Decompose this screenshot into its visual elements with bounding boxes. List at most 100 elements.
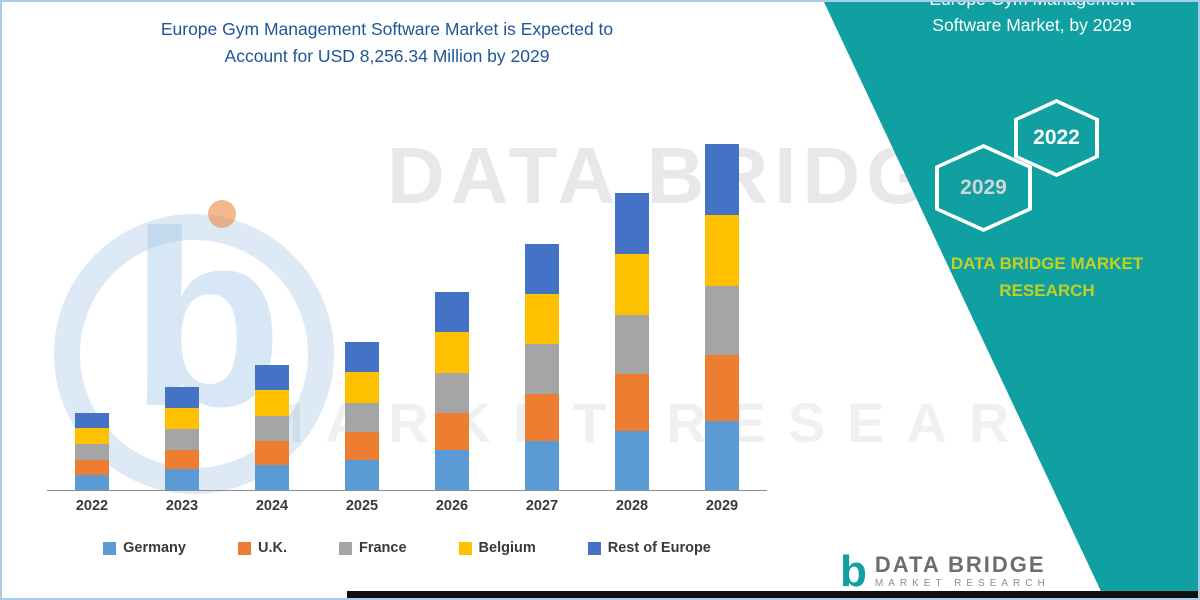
hexagon-2022-label: 2022 [1018,103,1095,173]
footer-logo-icon: b [840,547,867,596]
bar-column-2025 [317,130,407,490]
segment-belgium-2024 [255,390,289,416]
segment-u-k-2022 [75,459,109,475]
segment-belgium-2023 [165,407,199,429]
segment-france-2023 [165,428,199,450]
legend-item-u-k: U.K. [237,540,287,556]
footer-logo-name: DATA BRIDGE [874,552,1046,577]
stacked-bar-2023 [165,386,199,490]
legend-item-germany: Germany [103,540,186,556]
legend-label-rest-of-europe: Rest of Europe [607,540,711,556]
chart-title: Europe Gym Management Software Market is… [42,16,732,70]
segment-germany-2023 [165,469,199,490]
segment-belgium-2025 [345,372,379,403]
watermark-text-top: DATA BRIDGE [387,131,994,220]
banner-heading: Europe Gym Management Software Market, b… [882,2,1182,39]
segment-rest-of-europe-2028 [615,193,649,255]
x-tick-2029: 2029 [705,498,739,514]
stacked-bar-2022 [75,412,109,490]
stacked-bar-2028 [615,193,649,490]
legend-item-france: France [338,540,407,556]
chart-title-line2: Account for USD 8,256.34 Million by 2029 [224,46,550,67]
legend-swatch-france [338,541,352,555]
segment-rest-of-europe-2027 [525,243,559,294]
hexagon-2029-outline: 2029 [935,144,1032,232]
segment-rest-of-europe-2023 [165,386,199,408]
legend-swatch-rest-of-europe [587,541,601,555]
footer-logo: b DATA BRIDGE MARKET RESEARCH [840,547,1050,596]
brand-text-line2: RESEARCH [999,281,1095,301]
segment-u-k-2027 [525,393,559,441]
chart-legend: Germany U.K. France Belgium Rest of Europe [47,540,767,556]
bar-column-2027 [497,130,587,490]
segment-rest-of-europe-2029 [705,144,739,216]
stacked-bar-2025 [345,342,379,490]
hexagon-2022-outline: 2022 [1014,99,1099,177]
brand-text: DATA BRIDGE MARKET RESEARCH [927,250,1167,304]
segment-u-k-2026 [435,412,469,451]
legend-label-belgium: Belgium [478,540,536,556]
x-tick-2028: 2028 [615,498,649,514]
segment-u-k-2025 [345,432,379,461]
segment-germany-2026 [435,450,469,490]
legend-label-germany: Germany [123,540,186,556]
legend-swatch-u-k [237,541,251,555]
segment-germany-2022 [75,474,109,490]
bar-column-2028 [587,130,677,490]
segment-rest-of-europe-2025 [345,342,379,373]
bar-column-2022 [47,130,137,490]
segment-germany-2024 [255,464,289,490]
segment-rest-of-europe-2024 [255,364,289,391]
segment-belgium-2029 [705,215,739,287]
segment-france-2026 [435,372,469,413]
segment-france-2022 [75,444,109,460]
hexagon-2022: 2022 [1014,99,1099,177]
segment-belgium-2028 [615,254,649,315]
bottom-black-bar [347,591,1198,598]
segment-belgium-2027 [525,293,559,345]
segment-rest-of-europe-2026 [435,291,469,333]
legend-item-belgium: Belgium [458,540,536,556]
plot-area [47,130,767,491]
x-tick-2022: 2022 [75,498,109,514]
legend-item-rest-of-europe: Rest of Europe [587,540,711,556]
x-tick-2024: 2024 [255,498,289,514]
segment-u-k-2028 [615,374,649,431]
segment-germany-2027 [525,440,559,490]
segment-france-2028 [615,314,649,375]
segment-belgium-2026 [435,332,469,373]
segment-france-2029 [705,286,739,356]
legend-swatch-belgium [458,541,472,555]
segment-france-2024 [255,415,289,442]
legend-label-france: France [358,540,407,556]
stacked-bar-2027 [525,243,559,490]
segment-belgium-2022 [75,428,109,445]
segment-germany-2028 [615,430,649,490]
segment-u-k-2029 [705,355,739,421]
stacked-bar-2029 [705,144,739,490]
segment-germany-2029 [705,420,739,490]
segment-u-k-2024 [255,441,289,465]
x-tick-2025: 2025 [345,498,379,514]
x-axis-labels: 2022 2023 2024 2025 2026 2027 2028 2029 [47,498,767,514]
bar-column-2024 [227,130,317,490]
banner-heading-line2: Software Market, by 2029 [932,15,1132,36]
x-tick-2026: 2026 [435,498,469,514]
brand-text-line1: DATA BRIDGE MARKET [950,254,1144,273]
segment-germany-2025 [345,460,379,490]
stacked-bar-2026 [435,291,469,490]
legend-swatch-germany [103,541,117,555]
bar-column-2029 [677,130,767,490]
footer-logo-text: DATA BRIDGE MARKET RESEARCH [875,552,1050,589]
stacked-bar-2024 [255,364,289,490]
hexagon-2029: 2029 [935,144,1032,232]
watermark-text-mid: MARKET RESEARCH [257,391,1157,454]
segment-france-2027 [525,344,559,394]
legend-label-u-k: U.K. [257,540,287,556]
banner-heading-line1: Europe Gym Management [882,2,1182,12]
x-tick-2027: 2027 [525,498,559,514]
segment-rest-of-europe-2022 [75,412,109,429]
watermark-logo-accent-dot [208,200,236,228]
bar-column-2026 [407,130,497,490]
